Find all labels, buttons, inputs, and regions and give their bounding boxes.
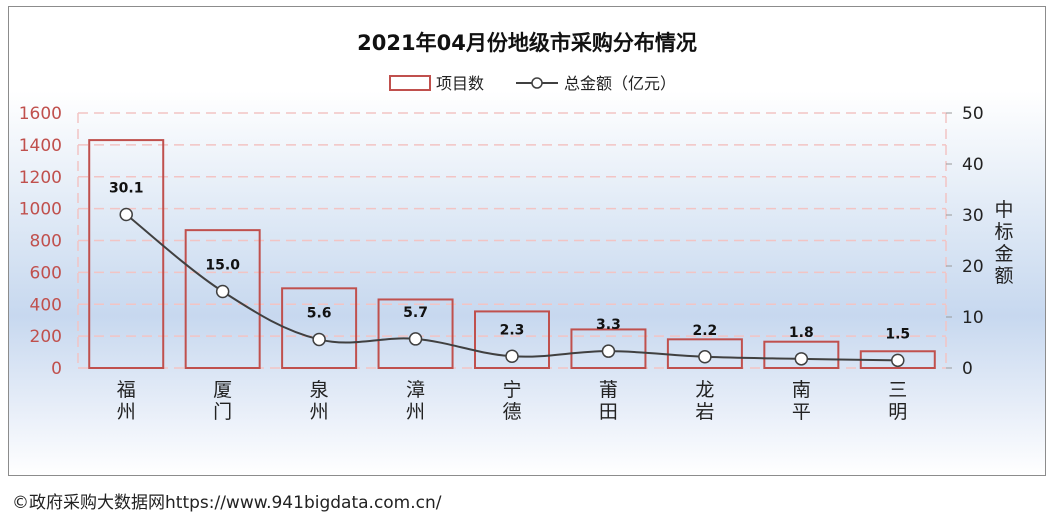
data-label: 5.7: [403, 305, 428, 321]
data-labels: 30.1 15.0 5.6 5.7 2.3 3.3 2.2 1.8 1.5: [109, 180, 910, 342]
line-point-南平: [794, 352, 809, 366]
right-tick-label: 10: [962, 308, 984, 328]
right-axis-label: 中标金额: [994, 199, 1013, 287]
data-label: 1.8: [789, 325, 814, 341]
line-point-福州: [119, 207, 133, 222]
category-label-漳州: 漳州: [406, 379, 425, 423]
line-point-龙岩: [698, 350, 712, 364]
legend-bar-label: 项目数: [436, 74, 484, 93]
category-label-厦门: 厦门: [213, 379, 232, 423]
data-label: 5.6: [307, 305, 332, 321]
chart-svg: 2021年04月份地级市采购分布情况 项目数 总金额（亿元） 020040060…: [19, 31, 1014, 423]
chart-title: 2021年04月份地级市采购分布情况: [357, 31, 697, 55]
right-tick-label: 50: [962, 104, 984, 124]
left-tick-label: 400: [30, 295, 62, 315]
line-point-宁德: [505, 349, 519, 364]
data-label: 2.3: [500, 322, 525, 338]
category-label-龙岩: 龙岩: [695, 379, 714, 423]
category-label-三明: 三明: [888, 379, 907, 423]
right-tick-label: 40: [962, 155, 984, 175]
line-series: [119, 207, 905, 368]
category-label-宁德: 宁德: [502, 379, 521, 423]
footer-credit: ©政府采购大数据网https://www.941bigdata.com.cn/: [12, 493, 442, 513]
line-path: [125, 213, 898, 362]
line-point-三明: [891, 353, 905, 368]
bar-莆田: [570, 328, 647, 369]
category-label-泉州: 泉州: [310, 379, 329, 423]
line-point-泉州: [312, 332, 326, 347]
bar-series: [88, 139, 936, 369]
bar-福州: [88, 139, 165, 369]
left-tick-label: 1400: [19, 136, 62, 156]
left-tick-label: 200: [30, 327, 62, 347]
right-tick-label: 0: [962, 359, 973, 379]
category-label-南平: 南平: [792, 379, 811, 423]
bar-宁德: [474, 310, 550, 369]
bar-厦门: [184, 229, 261, 369]
left-tick-label: 600: [30, 263, 62, 283]
legend-bar-swatch: [389, 75, 431, 91]
line-point-漳州: [408, 332, 423, 346]
bar-泉州: [281, 287, 358, 369]
data-label: 15.0: [205, 258, 240, 274]
left-tick-label: 800: [30, 232, 62, 252]
category-label-福州: 福州: [117, 379, 136, 423]
left-tick-label: 1600: [19, 104, 62, 124]
category-label-莆田: 莆田: [599, 379, 618, 423]
data-label: 1.5: [885, 326, 910, 342]
bar-南平: [763, 340, 840, 369]
data-label: 30.1: [109, 180, 144, 196]
left-axis: 0 200 400 600 800 1000 1200 1400 1600: [19, 104, 62, 379]
bar-漳州: [377, 298, 454, 369]
legend-line-marker: [531, 77, 543, 89]
left-tick-label: 1200: [19, 168, 62, 188]
data-label: 2.2: [692, 323, 717, 339]
right-axis: 0 10 20 30 40 50: [946, 104, 984, 379]
category-axis: 福州 厦门 泉州 漳州 宁德 莆田 龙岩 南平 三明: [117, 379, 908, 423]
data-label: 3.3: [596, 317, 621, 333]
legend: 项目数 总金额（亿元）: [389, 74, 676, 93]
line-point-厦门: [215, 284, 230, 299]
right-tick-label: 20: [962, 257, 984, 277]
line-point-莆田: [601, 344, 616, 358]
right-tick-label: 30: [962, 206, 984, 226]
left-tick-label: 1000: [19, 200, 62, 220]
legend-line-label: 总金额（亿元）: [564, 74, 676, 93]
left-tick-label: 0: [51, 359, 62, 379]
